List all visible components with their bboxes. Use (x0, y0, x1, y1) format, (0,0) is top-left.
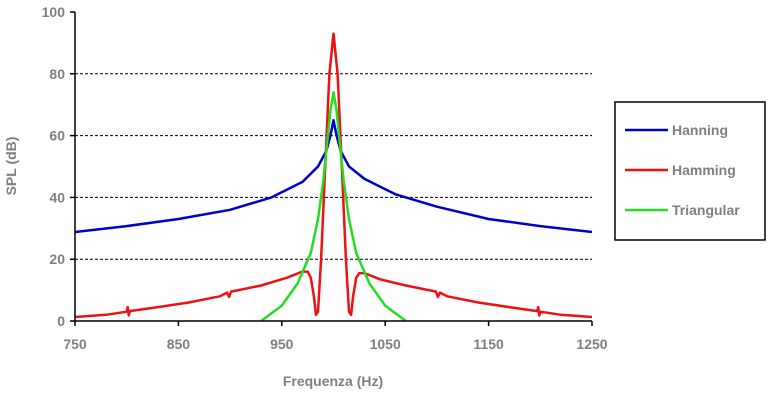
legend-label: Hanning (672, 122, 728, 138)
tick-labels: 0 20 40 60 80 100 750 850 950 1050 1150 1250 (42, 4, 608, 352)
x-tick-label: 950 (270, 336, 294, 352)
x-tick-label: 1150 (473, 336, 504, 352)
y-tick-label: 0 (57, 313, 65, 329)
y-tick-label: 80 (49, 66, 65, 82)
y-tick-label: 20 (49, 251, 65, 267)
series-lines (75, 32, 592, 321)
series-line-hamming (75, 32, 592, 319)
x-axis-title: Frequenza (Hz) (283, 373, 383, 389)
gridlines (75, 73, 592, 260)
legend-label: Hamming (672, 162, 736, 178)
y-tick-label: 40 (49, 189, 65, 205)
legend: Hanning Hamming Triangular (614, 101, 766, 241)
y-tick-label: 100 (42, 4, 66, 20)
legend-box (614, 101, 766, 241)
series-line-triangular (260, 91, 407, 321)
series-line-hanning (75, 118, 592, 234)
axes (74, 12, 592, 322)
y-tick-label: 60 (49, 128, 65, 144)
x-tick-label: 750 (63, 336, 87, 352)
x-tick-label: 1050 (370, 336, 401, 352)
legend-label: Triangular (672, 202, 740, 218)
x-tick-label: 850 (167, 336, 191, 352)
y-axis-title: SPL (dB) (3, 137, 19, 196)
x-tick-label: 1250 (576, 336, 607, 352)
